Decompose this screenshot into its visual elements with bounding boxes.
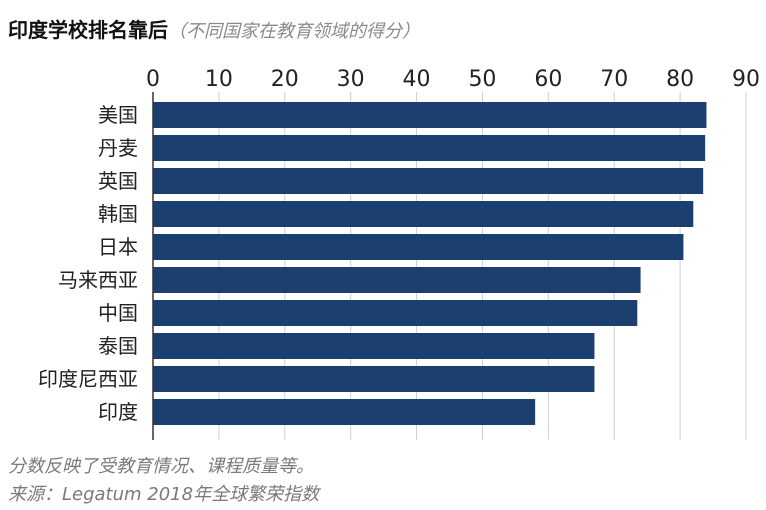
category-label-0: 美国 [98,103,138,127]
category-label-7: 泰国 [98,334,138,358]
x-tick-label-60: 60 [534,67,562,92]
x-tick-label-90: 90 [732,67,760,92]
category-label-3: 韩国 [98,202,138,226]
bar-4 [153,234,684,260]
x-tick-label-10: 10 [205,67,233,92]
bar-7 [153,333,595,359]
category-label-2: 英国 [98,169,138,193]
bar-0 [153,102,707,128]
x-tick-label-50: 50 [468,67,496,92]
x-tick-label-30: 30 [337,67,365,92]
category-label-9: 印度 [98,400,138,424]
bar-9 [153,399,536,425]
x-tick-label-80: 80 [666,67,694,92]
x-tick-label-0: 0 [146,67,160,92]
chart-subtitle: （不同国家在教育领域的得分） [168,21,420,42]
category-label-8: 印度尼西亚 [38,367,138,391]
category-label-1: 丹麦 [98,136,138,160]
category-label-6: 中国 [98,301,138,325]
bar-3 [153,201,694,227]
bar-6 [153,300,638,326]
bar-5 [153,267,641,293]
category-label-4: 日本 [98,235,138,259]
chart-title: 印度学校排名靠后（不同国家在教育领域的得分） [8,14,420,43]
bar-1 [153,135,706,161]
bar-2 [153,168,704,194]
category-label-5: 马来西亚 [58,268,138,292]
x-tick-label-20: 20 [271,67,299,92]
x-tick-label-70: 70 [600,67,628,92]
chart-note: 分数反映了受教育情况、课程质量等。 [8,456,314,477]
bar-8 [153,366,595,392]
x-tick-label-40: 40 [403,67,431,92]
chart-title-main: 印度学校排名靠后 [8,18,168,42]
chart-source: 来源：Legatum 2018年全球繁荣指数 [8,484,320,505]
